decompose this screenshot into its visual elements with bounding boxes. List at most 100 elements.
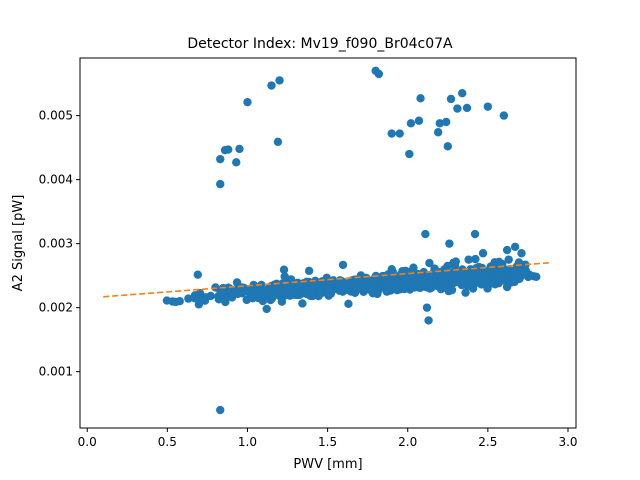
y-tick-label: 0.001 — [39, 365, 73, 379]
cluster-point — [270, 284, 279, 293]
cluster-point — [168, 297, 177, 306]
cluster-point — [494, 257, 504, 267]
data-point — [478, 249, 488, 258]
cluster-point — [425, 258, 434, 268]
data-point — [262, 304, 271, 314]
data-point — [252, 285, 262, 294]
data-point — [273, 137, 283, 147]
data-point — [216, 179, 225, 189]
cluster-point — [452, 272, 461, 281]
data-point — [517, 249, 526, 258]
data-point — [453, 104, 462, 113]
x-axis: 0.0 0.5 1.0 1.5 2.0 2.5 3.0 — [78, 428, 578, 449]
cluster-point — [279, 265, 289, 274]
data-point — [458, 89, 467, 98]
x-tick-label: 0.0 — [78, 435, 97, 449]
data-point — [216, 405, 225, 415]
y-axis: 0.001 0.002 0.003 0.004 0.005 — [39, 109, 80, 379]
data-point — [502, 245, 512, 255]
cluster-point — [464, 277, 473, 286]
x-tick-label: 1.5 — [318, 435, 337, 449]
data-point — [443, 142, 452, 151]
data-point — [216, 154, 225, 164]
data-point — [243, 97, 252, 107]
data-point — [387, 129, 396, 138]
cluster-point — [400, 284, 409, 294]
data-point — [405, 149, 414, 159]
data-point — [416, 94, 425, 103]
cluster-point — [383, 276, 392, 286]
cluster-point — [193, 270, 202, 279]
cluster-point — [429, 273, 438, 282]
cluster-point — [301, 288, 311, 298]
cluster-point — [190, 294, 199, 303]
cluster-point — [324, 291, 333, 300]
cluster-point — [497, 270, 506, 280]
data-point — [499, 111, 509, 120]
cluster-point — [263, 289, 272, 299]
cluster-point — [235, 285, 245, 295]
data-point — [422, 303, 432, 312]
data-point — [462, 103, 472, 113]
cluster-point — [304, 266, 314, 276]
cluster-point — [184, 294, 193, 303]
cluster-point — [440, 269, 449, 279]
x-tick-label: 2.5 — [478, 435, 497, 449]
cluster-point — [532, 272, 541, 281]
cluster-point — [200, 296, 210, 305]
cluster-point — [515, 274, 524, 284]
cluster-point — [338, 260, 348, 270]
x-axis-label: PWV [mm] — [293, 457, 362, 472]
chart-title: Detector Index: Mv19_f090_Br04c07A — [187, 36, 453, 52]
cluster-point — [346, 282, 355, 292]
cluster-point — [438, 282, 448, 291]
data-point — [406, 119, 416, 128]
cluster-point — [232, 278, 242, 287]
y-tick-label: 0.004 — [39, 173, 73, 187]
cluster-point — [357, 277, 366, 286]
y-axis-label: A2 Signal [pW] — [11, 195, 26, 292]
data-point — [235, 144, 244, 154]
data-point — [464, 255, 473, 264]
data-point — [470, 229, 480, 239]
data-point — [435, 119, 444, 128]
x-tick-label: 3.0 — [558, 435, 577, 449]
cluster-point — [311, 280, 321, 289]
x-tick-label: 0.5 — [158, 435, 177, 449]
cluster-point — [290, 284, 300, 294]
y-tick-label: 0.002 — [39, 301, 73, 315]
data-point — [267, 81, 276, 90]
data-point — [504, 255, 513, 264]
data-point — [441, 117, 451, 127]
data-point — [446, 94, 456, 104]
cluster-point — [298, 299, 307, 308]
cluster-point — [502, 282, 512, 292]
cluster-point — [393, 285, 402, 295]
fit-layer — [103, 262, 549, 298]
x-tick-label: 1.0 — [238, 435, 257, 449]
fit-line — [103, 262, 549, 298]
cluster-point — [445, 280, 454, 290]
cluster-point — [316, 287, 325, 296]
data-point — [424, 316, 433, 325]
cluster-point — [392, 278, 402, 287]
data-point — [433, 128, 443, 137]
data-point — [344, 299, 353, 309]
x-tick-label: 2.0 — [398, 435, 417, 449]
cluster-point — [472, 274, 481, 283]
data-point — [224, 145, 233, 154]
cluster-point — [194, 300, 204, 309]
data-point — [275, 76, 284, 85]
y-tick-label: 0.003 — [39, 237, 73, 251]
data-point — [451, 257, 461, 266]
data-point — [414, 116, 424, 125]
data-point — [395, 129, 404, 138]
data-point — [421, 229, 430, 239]
cluster-point — [404, 267, 414, 277]
y-tick-label: 0.005 — [39, 109, 73, 123]
data-point — [374, 69, 384, 79]
cluster-point — [471, 254, 480, 264]
cluster-point — [461, 288, 470, 297]
cluster-point — [415, 283, 424, 292]
